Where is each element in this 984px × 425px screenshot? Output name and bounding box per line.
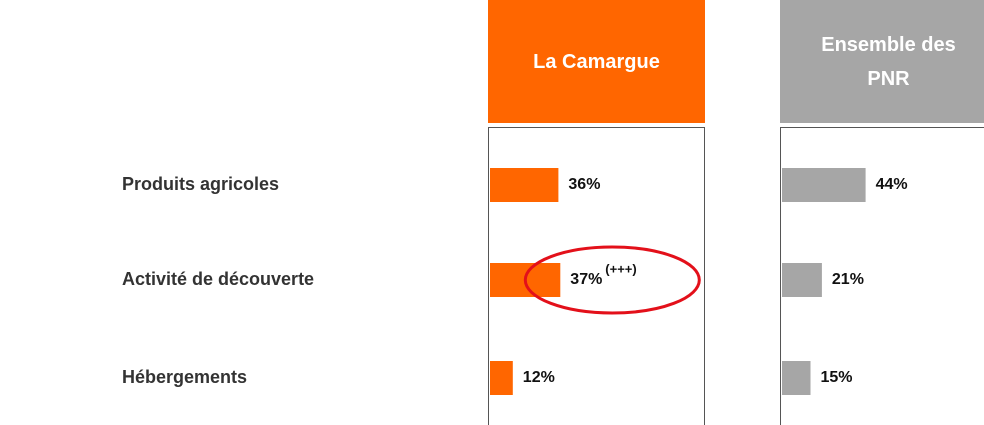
value-label: 21% <box>832 271 864 288</box>
value-label: 37% <box>570 271 602 288</box>
category-label: Hébergements <box>122 367 247 387</box>
value-label: 15% <box>821 369 853 386</box>
value-label: 44% <box>876 176 908 193</box>
bar <box>782 168 866 202</box>
annotation: (+++) <box>605 261 636 276</box>
value-label: 36% <box>568 176 600 193</box>
value-label: 12% <box>523 369 555 386</box>
category-label: Activité de découverte <box>122 269 314 289</box>
bar <box>490 168 559 202</box>
series-name: Ensemble des PNR <box>821 33 956 90</box>
panel-header: La Camargue <box>488 0 705 123</box>
panel-header: Ensemble des PNR <box>780 0 984 123</box>
bar <box>490 361 513 395</box>
highlight-ellipse <box>523 245 701 315</box>
category-label: Produits agricoles <box>122 174 279 194</box>
panel-frame <box>780 127 984 425</box>
bar <box>782 263 822 297</box>
panel-frame <box>488 127 705 425</box>
series-name: La Camargue <box>533 50 660 73</box>
bar <box>782 361 811 395</box>
